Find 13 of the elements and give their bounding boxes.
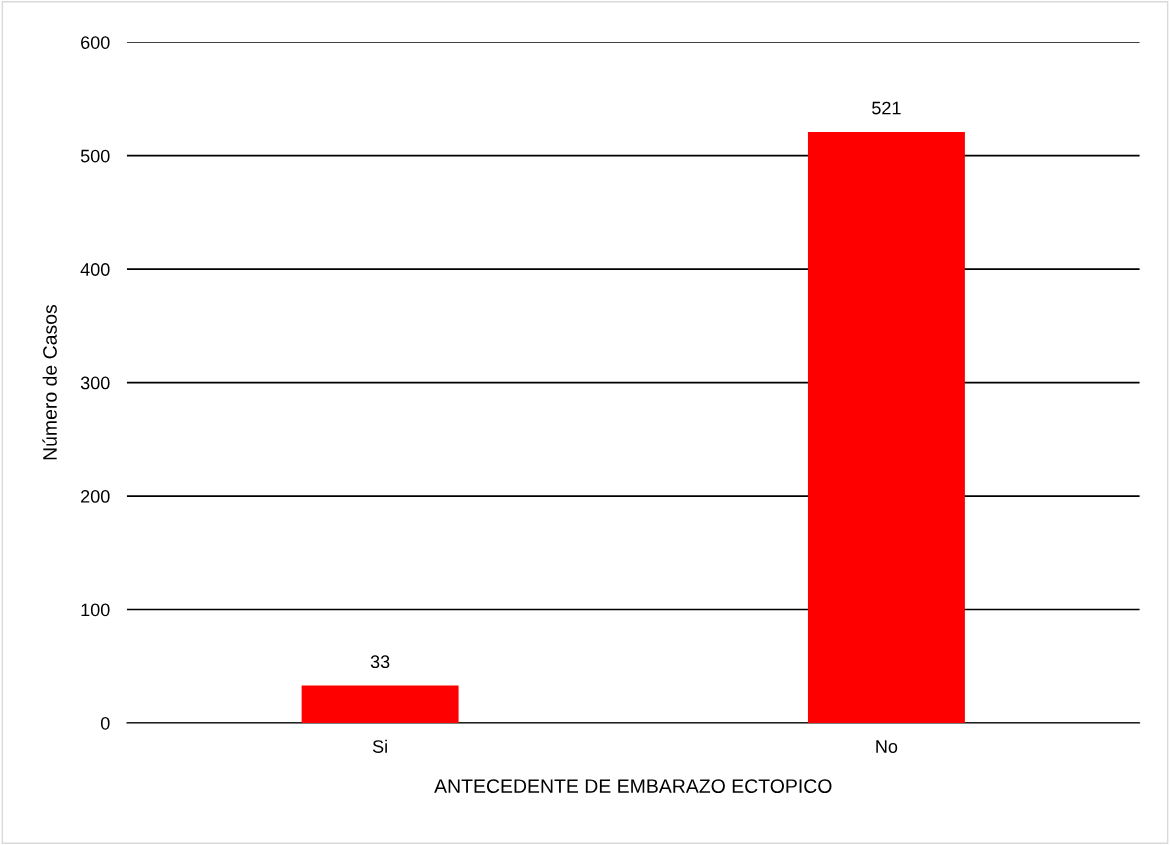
x-tick-label: No (876, 740, 898, 753)
y-axis-title: Número de Casos (42, 304, 57, 460)
data-label: 33 (370, 655, 390, 669)
y-tick-label: 200 (81, 490, 110, 503)
y-tick-label: 300 (80, 376, 110, 390)
y-tick-label: 100 (81, 603, 110, 617)
x-axis-title: ANTECEDENTE DE EMBARAZO ECTOPICO (434, 779, 832, 793)
y-tick-label: 0 (100, 716, 110, 730)
y-tick-label: 600 (81, 36, 110, 49)
data-label: 521 (872, 101, 901, 115)
x-tick-label: Si (372, 739, 387, 753)
y-tick-label: 500 (80, 149, 110, 163)
y-tick-label: 400 (80, 263, 110, 276)
